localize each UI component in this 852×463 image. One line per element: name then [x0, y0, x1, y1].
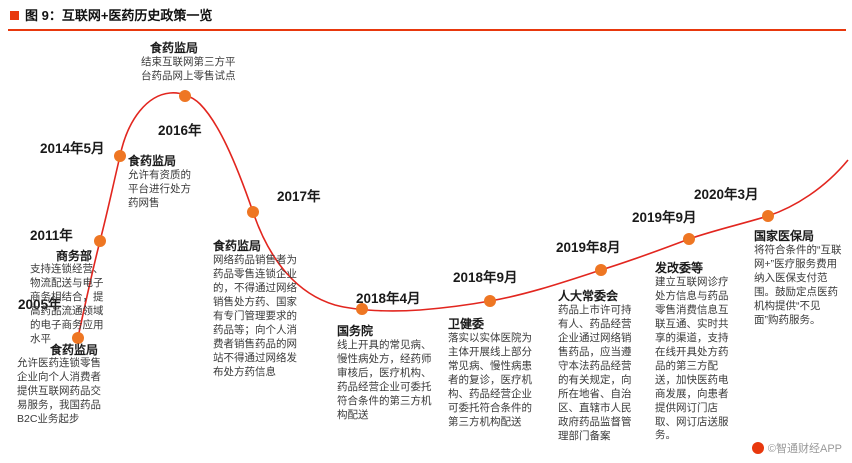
year-label: 2016年 — [158, 123, 202, 138]
policy-desc: 将符合条件的“互联网+”医疗服务费用纳入医保支付范围。鼓励定点医药机构提供“不见… — [754, 244, 842, 326]
year-label: 2014年5月 — [40, 141, 105, 156]
year-label: 2017年 — [277, 189, 321, 204]
policy-desc: 建立互联网诊疗处方信息与药品零售消费信息互联互通、实时共享的渠道，支持在线开具处… — [655, 276, 729, 442]
agency-label: 国务院 — [337, 324, 374, 338]
dot-2020-03 — [762, 210, 774, 222]
policy-desc: 药品上市许可持有人、药品经营企业通过网络销售药品，应当遵守本法药品经营的有关规定… — [558, 304, 632, 442]
agency-label: 食药监局 — [50, 343, 99, 357]
policy-desc: 线上开具的常见病、慢性病处方，经药师审核后，医疗机构、药品经营企业可委托符合条件… — [337, 339, 432, 421]
dot-2014-05 — [114, 150, 126, 162]
agency-label: 食药监局 — [213, 239, 262, 253]
agency-label: 卫健委 — [448, 317, 485, 331]
policy-desc: 结束互联网第三方平台药品网上零售试点 — [141, 56, 236, 82]
year-label: 2005年 — [18, 297, 62, 312]
watermark-text: ©智通财经APP — [767, 443, 842, 455]
figure-title: 图 9：互联网+医药历史政策一览 — [25, 8, 213, 23]
title-bullet-icon — [10, 11, 19, 20]
year-label: 2020年3月 — [694, 187, 759, 202]
year-label: 2019年8月 — [556, 240, 621, 255]
dot-2016 — [179, 90, 191, 102]
agency-label: 商务部 — [56, 249, 93, 263]
policy-desc: 落实以实体医院为主体开展线上部分常见病、慢性病患者的复诊，医疗机构、药品经营企业… — [448, 332, 532, 428]
dot-2019-08 — [595, 264, 607, 276]
dot-2005 — [72, 332, 84, 344]
dot-2011 — [94, 235, 106, 247]
agency-label: 国家医保局 — [754, 229, 815, 243]
year-label: 2018年9月 — [453, 270, 518, 285]
watermark: ©智通财经APP — [751, 440, 842, 456]
agency-label: 发改委等 — [655, 261, 704, 275]
dot-2017 — [247, 206, 259, 218]
agency-label: 食药监局 — [150, 41, 199, 55]
header-divider — [8, 29, 846, 31]
agency-label: 食药监局 — [128, 154, 177, 168]
policy-desc: 允许有资质的平台进行处方药网售 — [128, 169, 191, 209]
policy-desc: 支持连锁经营、物流配送与电子商务相结合，提高药品流通领域的电子商务应用水平 — [30, 263, 104, 345]
dot-2018-09 — [484, 295, 496, 307]
year-label: 2018年4月 — [356, 291, 421, 306]
agency-label: 人大常委会 — [558, 289, 619, 303]
year-label: 2019年9月 — [632, 210, 697, 225]
policy-desc: 网络药品销售者为药品零售连锁企业的，不得通过网络销售处方药、国家有专门管理要求的… — [213, 254, 297, 378]
brand-logo-icon — [751, 442, 764, 454]
policy-desc: 允许医药连锁零售企业向个人消费者提供互联网药品交易服务，我国药品B2C业务起步 — [17, 357, 101, 425]
dot-2018-04 — [356, 303, 368, 315]
year-label: 2011年 — [30, 228, 73, 243]
dot-2019-09 — [683, 233, 695, 245]
